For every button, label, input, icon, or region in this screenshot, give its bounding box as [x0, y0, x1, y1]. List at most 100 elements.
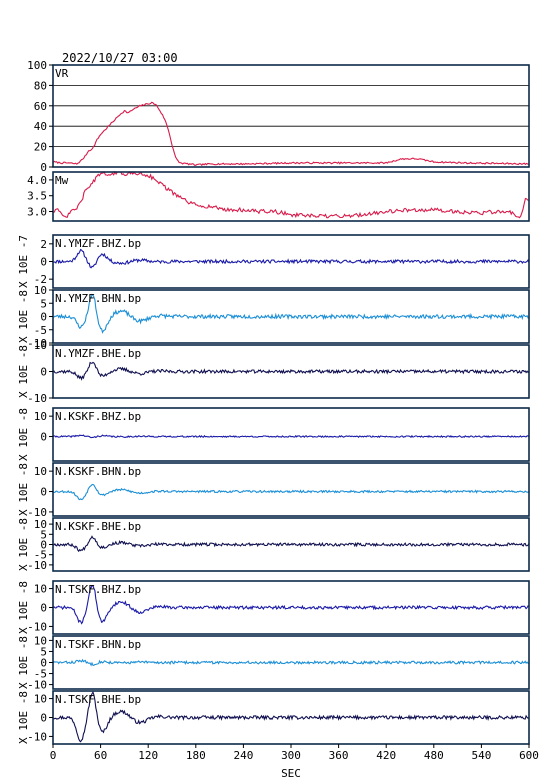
- y-tick-label: 0: [40, 657, 47, 670]
- y-tick-label: 10: [34, 410, 47, 423]
- y-tick-label: 10: [34, 583, 47, 596]
- x-tick-label: 480: [424, 749, 444, 762]
- x-tick-label: 420: [376, 749, 396, 762]
- x-tick-label: 600: [519, 749, 539, 762]
- unit-label: X 10E -8: [17, 636, 30, 689]
- series-line-tskf_bhe: [52, 690, 529, 743]
- panel-label: N.TSKF.BHE.bp: [55, 693, 141, 706]
- y-tick-label: 10: [34, 465, 47, 478]
- series-line-kskf_bhn: [52, 483, 530, 501]
- series-line-vr: [52, 101, 530, 167]
- y-tick-label: 10: [34, 339, 47, 352]
- y-tick-label: -10: [27, 506, 47, 519]
- series-line-ymzf_bhn: [52, 293, 530, 334]
- panel-kskf_bhz: 0 10 N.KSKF.BHZ.bp X 10E -8: [17, 407, 530, 462]
- panel-label: N.YMZF.BHZ.bp: [55, 237, 141, 250]
- x-tick-label: 540: [471, 749, 491, 762]
- panel-label: Mw: [55, 174, 69, 187]
- y-tick-label: 20: [34, 141, 47, 154]
- y-tick-label: 40: [34, 120, 47, 133]
- unit-label: X 10E -8: [17, 463, 30, 516]
- series-line-tskf_bhz: [52, 585, 530, 625]
- y-tick-label: 0: [40, 256, 47, 269]
- unit-label: X 10E -8: [17, 691, 30, 744]
- y-tick-label: -10: [27, 392, 47, 405]
- series-line-kskf_bhe: [52, 535, 530, 553]
- panel-tskf_bhe: -10 0 10 N.TSKF.BHE.bp X 10E -8: [17, 690, 530, 745]
- y-tick-label: 3.5: [27, 190, 47, 203]
- y-tick-label: 4.0: [27, 174, 47, 187]
- x-axis-label: SEC: [281, 767, 301, 780]
- panel-label: N.YMZF.BHN.bp: [55, 292, 141, 305]
- panel-frame: [52, 64, 530, 168]
- y-tick-label: 0: [40, 431, 47, 444]
- panel-kskf_bhn: -10 0 10 N.KSKF.BHN.bp X 10E -8: [17, 462, 530, 519]
- unit-label: X 10E -8: [17, 408, 30, 461]
- x-tick-label: 360: [329, 749, 349, 762]
- panel-frame: [52, 171, 530, 222]
- panel-label: VR: [55, 67, 69, 80]
- panel-label: N.KSKF.BHZ.bp: [55, 410, 141, 423]
- panel-label: N.TSKF.BHZ.bp: [55, 583, 141, 596]
- panel-vr: 0 20 40 60 80 100 VR: [27, 59, 530, 174]
- figure-title: 2022/10/27 03:00: [62, 51, 178, 65]
- y-tick-label: 10: [34, 284, 47, 297]
- panel-label: N.KSKF.BHE.bp: [55, 520, 141, 533]
- unit-label: X 10E -8: [17, 345, 30, 398]
- y-tick-label: 0: [40, 161, 47, 174]
- panel-frame: [52, 407, 530, 462]
- y-tick-label: 10: [34, 693, 47, 706]
- y-tick-label: -10: [27, 559, 47, 572]
- y-tick-label: 10: [34, 518, 47, 531]
- y-tick-label: 80: [34, 79, 47, 92]
- x-tick-label: 240: [233, 749, 253, 762]
- y-tick-label: 60: [34, 100, 47, 113]
- x-tick-label: 300: [281, 749, 301, 762]
- y-tick-label: -5: [34, 668, 47, 681]
- y-tick-label: -10: [27, 730, 47, 743]
- series-line-kskf_bhz: [52, 434, 530, 439]
- panel-label: N.YMZF.BHE.bp: [55, 347, 141, 360]
- series-line-mw: [52, 170, 530, 219]
- y-tick-label: 0: [40, 712, 47, 725]
- panel-frame: [52, 462, 530, 517]
- y-tick-label: 3.0: [27, 206, 47, 219]
- panel-tskf_bhz: -10 0 10 N.TSKF.BHZ.bp X 10E -8: [17, 580, 530, 635]
- y-tick-label: 100: [27, 59, 47, 72]
- y-tick-label: 0: [40, 366, 47, 379]
- y-tick-label: 0: [40, 486, 47, 499]
- series-line-tskf_bhn: [52, 658, 530, 667]
- y-tick-label: -10: [27, 620, 47, 633]
- unit-label: X 10E -8: [17, 581, 30, 634]
- panel-ymzf_bhe: -10 0 10 N.YMZF.BHE.bp X 10E -8: [17, 339, 530, 405]
- x-tick-label: 180: [186, 749, 206, 762]
- panel-label: N.TSKF.BHN.bp: [55, 638, 141, 651]
- panel-ymzf_bhz: -2 0 2 N.YMZF.BHZ.bp X 10E -7: [17, 234, 530, 289]
- unit-label: X 10E -8: [17, 518, 30, 571]
- y-tick-label: 0: [40, 602, 47, 615]
- series-line-ymzf_bhz: [52, 248, 530, 269]
- y-tick-label: -10: [27, 337, 47, 350]
- y-tick-label: 2: [40, 238, 47, 251]
- unit-label: X 10E -7: [17, 235, 30, 288]
- unit-label: X 10E -8: [17, 290, 30, 343]
- y-tick-label: -2: [34, 273, 47, 286]
- y-tick-label: -5: [34, 324, 47, 337]
- x-tick-label: 120: [138, 749, 158, 762]
- y-tick-label: 0: [40, 539, 47, 552]
- y-tick-label: -5: [34, 549, 47, 562]
- y-tick-label: 5: [40, 645, 47, 658]
- panel-label: N.KSKF.BHN.bp: [55, 465, 141, 478]
- panel-mw: 3.0 3.5 4.0 Mw: [27, 170, 530, 222]
- x-axis: 0 60 120 180 240 300 360 420 480 540 600: [50, 744, 539, 762]
- y-tick-label: 10: [34, 634, 47, 647]
- y-tick-label: 5: [40, 297, 47, 310]
- y-tick-label: 0: [40, 311, 47, 324]
- series-line-ymzf_bhe: [52, 361, 530, 381]
- x-tick-label: 60: [94, 749, 107, 762]
